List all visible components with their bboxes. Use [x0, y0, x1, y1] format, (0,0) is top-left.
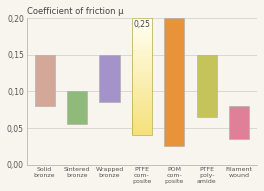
- Bar: [132, 132, 152, 135]
- Bar: [132, 86, 152, 88]
- Bar: [132, 42, 152, 45]
- Bar: [67, 91, 87, 124]
- Bar: [132, 27, 152, 30]
- Bar: [132, 124, 152, 127]
- Bar: [132, 33, 152, 36]
- Bar: [132, 91, 152, 94]
- Bar: [132, 121, 152, 124]
- Bar: [132, 94, 152, 97]
- Text: Coefficient of friction µ: Coefficient of friction µ: [27, 7, 123, 16]
- Bar: [197, 55, 217, 117]
- Bar: [132, 36, 152, 39]
- Bar: [132, 18, 152, 21]
- Bar: [132, 129, 152, 132]
- Bar: [132, 47, 152, 50]
- Bar: [132, 127, 152, 129]
- Bar: [132, 62, 152, 65]
- Bar: [99, 55, 120, 102]
- Bar: [132, 88, 152, 91]
- Bar: [132, 106, 152, 109]
- Bar: [132, 80, 152, 83]
- Bar: [132, 97, 152, 100]
- Bar: [132, 21, 152, 24]
- Bar: [132, 53, 152, 56]
- Bar: [132, 100, 152, 103]
- Bar: [132, 118, 152, 121]
- Bar: [132, 115, 152, 118]
- Bar: [164, 18, 184, 146]
- Bar: [132, 74, 152, 77]
- Text: 0,25: 0,25: [133, 19, 150, 29]
- Bar: [132, 112, 152, 115]
- Bar: [132, 103, 152, 106]
- Bar: [132, 109, 152, 112]
- Bar: [132, 68, 152, 71]
- Bar: [229, 106, 249, 139]
- Bar: [132, 77, 152, 80]
- Bar: [132, 45, 152, 47]
- Bar: [132, 39, 152, 42]
- Bar: [132, 83, 152, 86]
- Bar: [132, 30, 152, 33]
- Bar: [132, 59, 152, 62]
- Bar: [35, 55, 55, 106]
- Bar: [132, 18, 152, 135]
- Bar: [132, 50, 152, 53]
- Bar: [132, 24, 152, 27]
- Bar: [132, 56, 152, 59]
- Bar: [132, 71, 152, 74]
- Bar: [132, 65, 152, 68]
